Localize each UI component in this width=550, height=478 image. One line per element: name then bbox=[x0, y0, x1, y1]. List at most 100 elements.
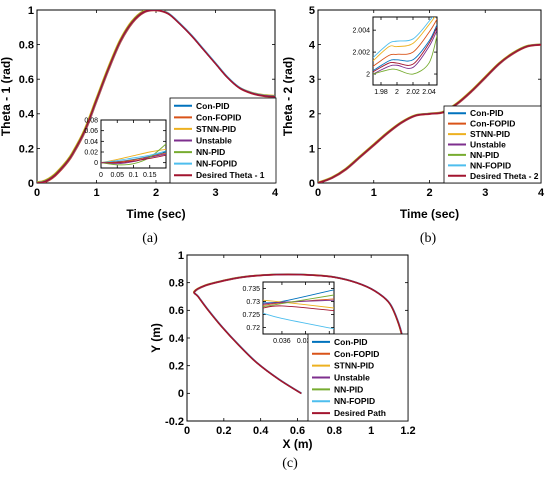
chart-a-xtick-label: 0 bbox=[34, 187, 40, 199]
chart-a-inset-ytick-label: 0.02 bbox=[84, 149, 98, 156]
legend-label: Con-FOPID bbox=[470, 119, 515, 129]
chart-c-xtick-label: 1.2 bbox=[400, 425, 415, 437]
chart-b-xtick-label: 4 bbox=[538, 187, 545, 199]
chart-a-lines bbox=[37, 10, 275, 183]
chart-c-ytick-label: 0.2 bbox=[169, 361, 184, 373]
panel-label-a: (a) bbox=[142, 231, 158, 246]
chart-b: 0 1 2 3 4 0 1 2 3 4 5 Time (sec) Theta - 2 (rad) 1.98… bbox=[281, 5, 545, 246]
chart-c-ytick-label: -0.2 bbox=[165, 416, 184, 428]
inset-series-line-stnn-pid bbox=[101, 148, 166, 164]
legend-label: Con-PID bbox=[334, 337, 368, 347]
chart-a-ytick-label: 1 bbox=[28, 5, 34, 17]
chart-c-xlabel: X (m) bbox=[283, 437, 313, 451]
chart-b-ylabel: Theta - 2 (rad) bbox=[281, 57, 295, 136]
legend-label: NN-FOPID bbox=[334, 396, 375, 406]
legend-label: Con-PID bbox=[470, 108, 504, 118]
chart-a-xlabel: Time (sec) bbox=[126, 207, 185, 221]
chart-c-xtick-label: 0 bbox=[184, 425, 190, 437]
chart-a-inset: 0 0.05 0.1 0.15 0 0.02 0.04 0.06 0.08 bbox=[84, 117, 167, 179]
inset-series-line-con-fopid bbox=[263, 298, 334, 306]
legend-label: NN-FOPID bbox=[196, 159, 237, 169]
legend-label: Con-FOPID bbox=[334, 349, 379, 359]
chart-a-xtick-label: 4 bbox=[272, 187, 279, 199]
legend-label: NN-FOPID bbox=[470, 160, 511, 170]
chart-b-ytick-label: 3 bbox=[309, 74, 315, 86]
chart-c-lines bbox=[193, 273, 408, 395]
chart-a-inset-ytick-label: 0 bbox=[94, 160, 98, 167]
chart-c-ytick-label: 0.6 bbox=[169, 305, 184, 317]
chart-b-ytick-label: 4 bbox=[309, 39, 316, 51]
series-line-desired bbox=[193, 273, 408, 395]
chart-a-xtick-label: 2 bbox=[153, 187, 159, 199]
inset-series-line-desired bbox=[373, 26, 437, 73]
legend-label: STNN-PID bbox=[334, 361, 374, 371]
chart-b-inset-ytick-label: 2.004 bbox=[352, 28, 370, 35]
legend-label: STNN-PID bbox=[196, 124, 236, 134]
chart-c: 0 0.2 0.4 0.6 0.8 1 1.2-0.200.20.40.60.81X (m)… bbox=[149, 250, 416, 471]
legend-label: NN-PID bbox=[196, 147, 225, 157]
chart-c-inset-xtick-label: 0.037 bbox=[297, 338, 315, 345]
chart-a-ytick-label: 0.6 bbox=[19, 74, 34, 86]
legend-label: Unstable bbox=[196, 136, 232, 146]
chart-b-inset-xtick-label: 2.04 bbox=[422, 89, 436, 96]
chart-b-xtick-label: 3 bbox=[482, 187, 488, 199]
chart-a-ytick-label: 0.2 bbox=[19, 143, 34, 155]
inset-series-line-desired bbox=[101, 154, 166, 164]
chart-b-xlabel: Time (sec) bbox=[400, 207, 459, 221]
chart-b-inset-xtick-label: 2.02 bbox=[406, 89, 420, 96]
inset-series-line-unstable bbox=[373, 29, 437, 75]
chart-b-ytick-label: 0 bbox=[309, 178, 315, 190]
chart-b-inset-ytick-label: 2 bbox=[366, 71, 370, 78]
chart-b-inset-ytick-label: 2.002 bbox=[352, 50, 370, 57]
chart-c-inset-ytick-label: 0.73 bbox=[246, 299, 260, 306]
chart-b-legend: Con-PIDCon-FOPIDSTNN-PIDUnstableNN-PIDNN… bbox=[443, 105, 542, 184]
chart-a-ytick-label: 0.4 bbox=[19, 109, 35, 121]
chart-a-inset-ytick-label: 0.04 bbox=[84, 139, 98, 146]
chart-c-inset-xtick-label: 0.036 bbox=[273, 338, 291, 345]
chart-c-xtick-label: 1 bbox=[368, 425, 374, 437]
inset-series-line-nn-pid bbox=[263, 294, 334, 308]
legend-label: Desired Path bbox=[334, 408, 386, 418]
inset-series-line-unstable bbox=[263, 299, 334, 305]
inset-series-line-con-fopid bbox=[373, 18, 437, 67]
chart-a-xtick-label: 3 bbox=[212, 187, 218, 199]
chart-c-xtick-label: 0.2 bbox=[216, 425, 231, 437]
chart-b-inset: 1.98 2 2.02 2.04 2 2.002 2.004 bbox=[352, 16, 438, 96]
legend-label: Unstable bbox=[334, 373, 370, 383]
chart-b-inset-xtick-label: 2 bbox=[395, 89, 399, 96]
inset-series-line-desired bbox=[263, 305, 334, 312]
inset-series-line-nn-fopid bbox=[101, 150, 166, 164]
inset-series-line-stnn-pid bbox=[373, 17, 436, 62]
chart-a-inset-ytick-label: 0.06 bbox=[84, 128, 98, 135]
chart-b-xtick-label: 0 bbox=[315, 187, 321, 199]
chart-a: 0 1 2 3 4 0 0.2 0.4 0.6 0.8 1 Time (sec) Theta - 1 (… bbox=[0, 5, 279, 246]
chart-c-inset-ytick-label: 0.725 bbox=[242, 312, 260, 319]
chart-c-inset-axes-box bbox=[262, 281, 335, 335]
chart-b-inset-xtick-label: 1.98 bbox=[374, 89, 388, 96]
inset-series-line-con-pid bbox=[263, 289, 334, 304]
series-line-desired bbox=[318, 43, 541, 183]
chart-c-ytick-label: 0.4 bbox=[169, 333, 185, 345]
chart-c-ytick-label: 0.8 bbox=[169, 278, 184, 290]
inset-series-line-con-pid bbox=[373, 24, 437, 72]
chart-c-xtick-label: 0.8 bbox=[327, 425, 342, 437]
chart-c-xtick-label: 0.4 bbox=[253, 425, 269, 437]
panel-label-c: (c) bbox=[282, 456, 298, 471]
inset-series-line-unstable bbox=[101, 153, 166, 165]
legend-label: Unstable bbox=[470, 140, 506, 150]
chart-b-lines bbox=[318, 43, 541, 183]
chart-a-inset-lines bbox=[101, 143, 166, 166]
chart-a-ylabel: Theta - 1 (rad) bbox=[0, 57, 13, 136]
chart-a-ytick-label: 0.8 bbox=[19, 39, 34, 51]
chart-c-ytick-label: 1 bbox=[178, 250, 184, 262]
chart-c-inset-lines bbox=[263, 289, 334, 330]
inset-series-line-nn-pid bbox=[373, 35, 437, 75]
legend-label: Con-PID bbox=[196, 101, 230, 111]
chart-c-xtick-label: 0.6 bbox=[290, 425, 305, 437]
legend-label: Desired Theta - 2 bbox=[470, 171, 539, 181]
inset-series-line-nn-fopid bbox=[373, 17, 433, 58]
